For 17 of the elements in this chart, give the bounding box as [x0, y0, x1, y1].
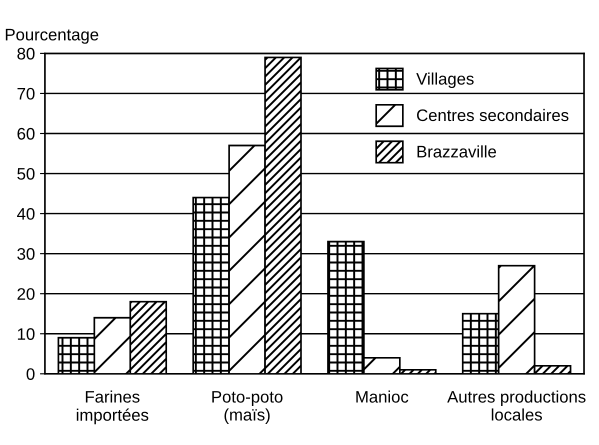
- y-tick-label: 70: [18, 88, 35, 100]
- y-tick-label: 60: [18, 128, 35, 140]
- y-axis-title: Pourcentage: [6, 28, 98, 44]
- y-tick-label: 30: [17, 248, 35, 260]
- x-tick-label: Farines importées: [76, 390, 148, 424]
- y-tick-label: 40: [17, 208, 35, 220]
- y-tick-label: 0: [26, 368, 35, 380]
- legend-label: Villages: [416, 72, 474, 88]
- x-tick-label: Manioc: [356, 390, 408, 403]
- x-tick-label: Poto-poto (maïs): [212, 391, 283, 424]
- legend-label: Centres secondaires: [417, 108, 568, 122]
- legend-label: Brazzaville: [418, 145, 496, 158]
- x-tick-label: Autres productions locales: [447, 390, 586, 421]
- y-tick-label: 10: [18, 328, 35, 340]
- y-tick-label: 20: [18, 288, 35, 300]
- y-tick-label: 80: [17, 48, 35, 60]
- y-tick-label: 50: [17, 168, 35, 180]
